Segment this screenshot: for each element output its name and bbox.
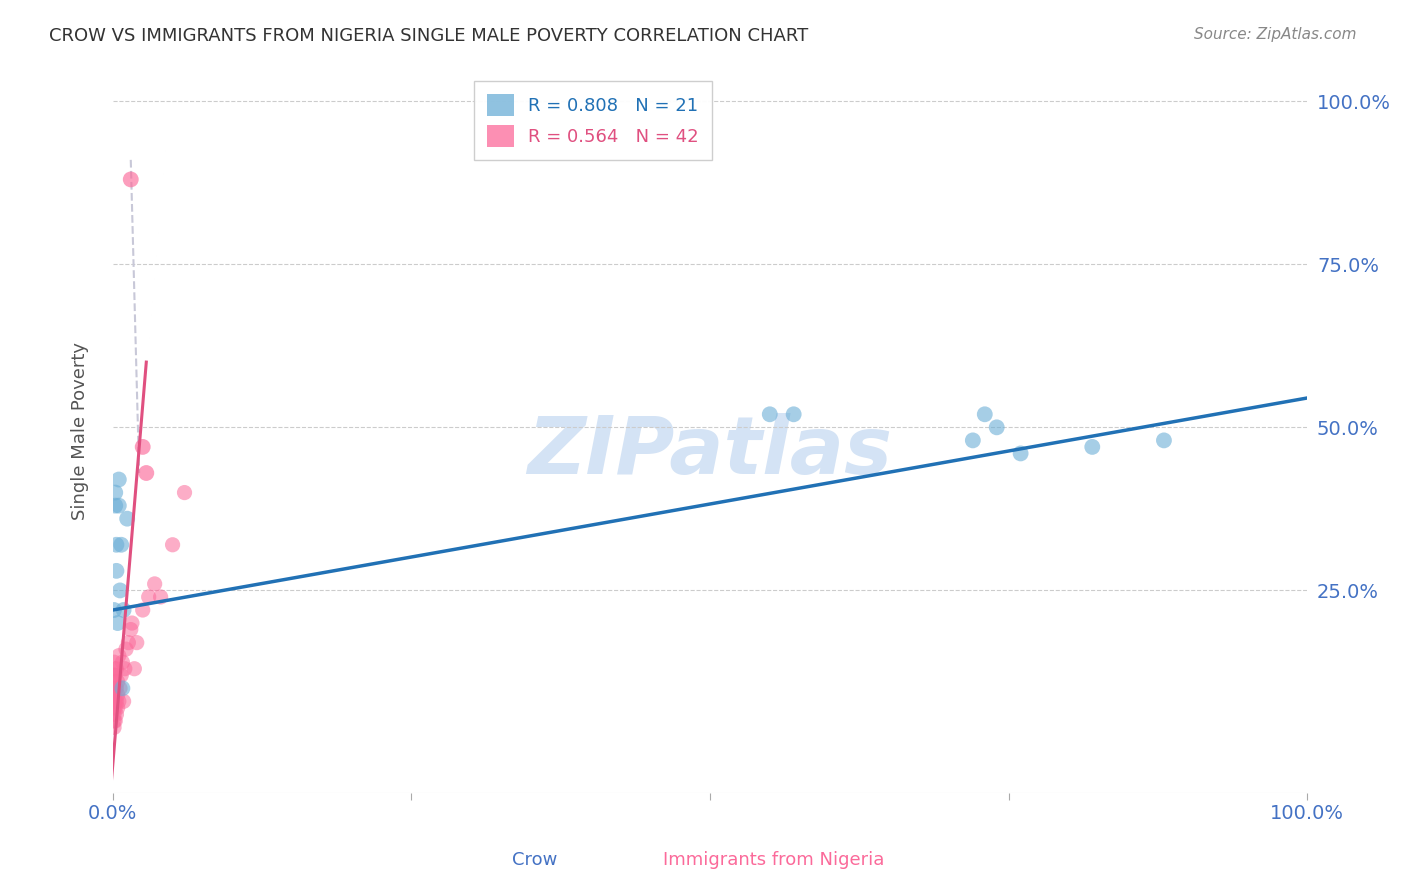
- Point: [107, 615, 129, 630]
- Point: [103, 603, 125, 617]
- Point: [103, 662, 125, 676]
- Point: [104, 694, 127, 708]
- Point: [132, 440, 155, 454]
- Point: [162, 538, 184, 552]
- Point: [112, 694, 135, 708]
- Point: [125, 635, 148, 649]
- Point: [108, 583, 131, 598]
- Point: [103, 707, 125, 722]
- Point: [782, 407, 804, 421]
- Point: [114, 662, 136, 676]
- Point: [143, 577, 166, 591]
- Point: [103, 655, 125, 669]
- Point: [112, 603, 135, 617]
- Point: [107, 701, 129, 715]
- Point: [115, 511, 138, 525]
- Point: [124, 662, 146, 676]
- Text: Immigrants from Nigeria: Immigrants from Nigeria: [662, 851, 884, 869]
- Text: Crow: Crow: [512, 851, 557, 869]
- Point: [107, 688, 129, 702]
- Point: [973, 407, 995, 421]
- Point: [120, 172, 142, 186]
- Text: Source: ZipAtlas.com: Source: ZipAtlas.com: [1194, 27, 1357, 42]
- Point: [103, 681, 125, 696]
- Point: [108, 499, 131, 513]
- Point: [121, 615, 143, 630]
- Point: [105, 538, 128, 552]
- Point: [103, 688, 125, 702]
- Point: [138, 590, 160, 604]
- Legend: R = 0.808   N = 21, R = 0.564   N = 42: R = 0.808 N = 21, R = 0.564 N = 42: [474, 81, 711, 160]
- Point: [1153, 434, 1175, 448]
- Point: [105, 564, 128, 578]
- Point: [103, 714, 125, 728]
- Point: [103, 674, 125, 689]
- Point: [104, 681, 127, 696]
- Point: [104, 485, 127, 500]
- Point: [104, 701, 127, 715]
- Text: ZIPatlas: ZIPatlas: [527, 413, 893, 491]
- Point: [1081, 440, 1104, 454]
- Point: [105, 681, 128, 696]
- Point: [108, 694, 131, 708]
- Point: [104, 714, 127, 728]
- Point: [111, 681, 134, 696]
- Point: [104, 499, 127, 513]
- Point: [173, 485, 195, 500]
- Point: [962, 434, 984, 448]
- Point: [986, 420, 1008, 434]
- Point: [104, 668, 127, 682]
- Text: CROW VS IMMIGRANTS FROM NIGERIA SINGLE MALE POVERTY CORRELATION CHART: CROW VS IMMIGRANTS FROM NIGERIA SINGLE M…: [49, 27, 808, 45]
- Point: [108, 473, 131, 487]
- Point: [103, 721, 125, 735]
- Point: [105, 662, 128, 676]
- Point: [108, 681, 131, 696]
- Point: [117, 635, 139, 649]
- Y-axis label: Single Male Poverty: Single Male Poverty: [72, 342, 89, 520]
- Point: [103, 694, 125, 708]
- Point: [110, 668, 132, 682]
- Point: [105, 694, 128, 708]
- Point: [103, 701, 125, 715]
- Point: [135, 466, 157, 480]
- Point: [120, 623, 142, 637]
- Point: [110, 538, 132, 552]
- Point: [115, 642, 138, 657]
- Point: [105, 707, 128, 722]
- Point: [108, 648, 131, 663]
- Point: [132, 603, 155, 617]
- Point: [111, 655, 134, 669]
- Point: [149, 590, 172, 604]
- Point: [107, 674, 129, 689]
- Point: [103, 668, 125, 682]
- Point: [759, 407, 782, 421]
- Point: [1010, 446, 1032, 460]
